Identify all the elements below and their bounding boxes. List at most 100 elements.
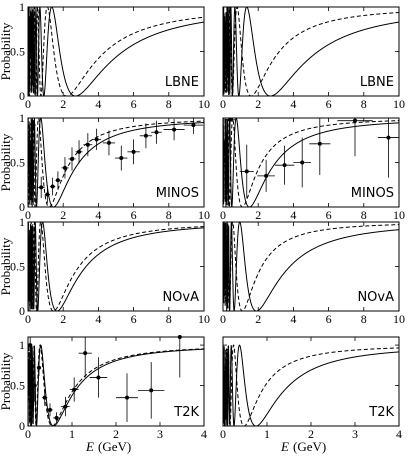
data-point [75,140,83,164]
data-point [68,147,76,171]
data-marker [50,184,55,189]
panel-lbne-left: 0 2 4 6 8 10 0 0.5 1 LBNE [10,0,210,111]
x-tick-label: 4 [95,97,101,111]
x-tick-label: 4 [95,312,101,326]
x-tick-label: 8 [166,97,172,111]
data-point [47,403,53,417]
data-point [78,337,92,378]
curves [28,344,204,426]
x-tick-label: 8 [166,208,172,222]
data-point [50,177,56,196]
data-marker [39,185,44,190]
data-point [151,120,162,144]
series-line-solid [223,7,399,96]
experiment-label: NOvA [357,290,394,305]
data-point [377,118,399,178]
x-tick-label: 0 [25,208,31,222]
x-tick-label: 6 [131,208,137,222]
data-point [42,389,48,406]
data-point [337,118,373,157]
series-line-dashed [223,118,399,207]
y-tick-label: 0.5 [10,379,25,393]
x-tick-label: 6 [131,97,137,111]
curves [223,344,399,426]
experiment-label: LBNE [165,75,199,90]
x-tick-label: 4 [290,97,296,111]
experiment-label: MINOS [156,186,199,201]
x-tick-label: 4 [95,208,101,222]
x-tick-label: 0 [220,97,226,111]
x-tick-label: 10 [198,208,210,222]
y-tick-label: 0.5 [10,45,25,59]
x-axis-label-unit: (GeV) [98,439,131,454]
x-tick-label: 10 [393,97,405,111]
series-line-solid [28,344,204,426]
x-tick-label: 10 [198,312,210,326]
x-tick-label: 0 [220,208,226,222]
curves [223,222,399,311]
data-point [224,117,236,134]
data-marker [131,149,136,154]
data-point [55,171,61,190]
data-point [116,373,138,422]
data-marker [70,156,74,161]
x-axis-label-var: E [85,439,94,454]
data-point [183,118,204,135]
x-tick-label: 4 [201,427,207,441]
panel-nova-right: 0 2 4 6 8 10 NOvA [220,221,405,326]
x-axis-label-right: E (GeV) [280,439,326,454]
panel-nova-left: 0 2 4 6 8 10 0 0.5 1 NOvA [10,215,210,326]
data-marker [125,395,129,400]
data-marker [244,169,249,174]
x-tick-label: 8 [361,312,367,326]
data-point [257,159,275,192]
data-marker [45,192,50,197]
y-tick-label: 1 [19,215,25,229]
data-point [61,396,70,417]
data-point [44,185,50,204]
x-tick-label: 10 [198,97,210,111]
series-line-solid [223,222,399,311]
panel-minos-left: 0 2 4 6 8 10 0 0.5 1 MINOS [10,111,210,222]
data-point [127,139,140,165]
data-marker [83,351,88,356]
data-point [138,362,165,419]
data-point [293,137,311,188]
data-marker [32,383,37,388]
data-marker [48,407,52,412]
x-tick-label: 4 [290,312,296,326]
series-line-dashed [28,7,204,96]
data-marker [264,173,269,178]
x-tick-label: 6 [326,312,332,326]
panel-lbne-right: 0 2 4 6 8 10 LBNE [220,6,405,111]
data-marker [54,415,59,420]
data-marker [154,130,159,135]
data-marker [191,123,196,128]
data-marker [172,127,177,132]
x-tick-label: 6 [326,208,332,222]
data-point [28,118,36,133]
data-point [274,145,295,185]
y-tick-label: 0.5 [10,260,25,274]
series-line-dashed [28,118,204,207]
data-marker [55,178,60,183]
x-tick-label: 8 [166,312,172,326]
data-point [164,335,196,378]
x-tick-label: 1 [264,427,270,441]
experiment-label: T2K [368,405,394,420]
data-marker [300,160,305,165]
x-axis-label-left: E (GeV) [85,439,131,454]
data-marker [353,118,357,123]
data-point [309,118,331,175]
y-axis-label: Probability [0,133,13,191]
x-tick-label: 2 [60,208,66,222]
data-point [239,144,254,199]
x-axis-label-unit: (GeV) [293,439,326,454]
x-tick-label: 2 [113,427,119,441]
x-tick-label: 10 [393,208,405,222]
data-marker [282,163,287,168]
y-axis-label: Probability [0,352,13,410]
series-line-solid [223,344,399,426]
x-tick-label: 2 [60,97,66,111]
